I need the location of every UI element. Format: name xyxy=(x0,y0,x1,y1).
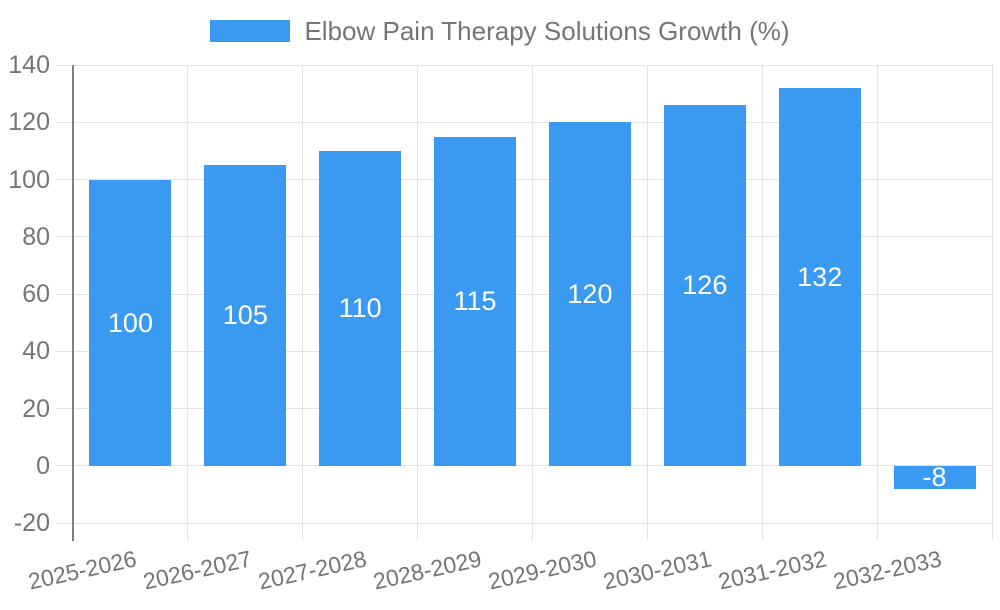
y-gridline xyxy=(56,179,992,180)
x-gridline xyxy=(187,65,189,540)
y-axis-tick-label: 120 xyxy=(8,108,50,137)
y-axis-tick-label: 0 xyxy=(36,451,50,480)
x-gridline xyxy=(761,65,763,540)
y-axis-tick-label: 80 xyxy=(22,222,50,251)
bar-value-label: 126 xyxy=(682,270,728,301)
bar xyxy=(319,150,402,466)
legend-label: Elbow Pain Therapy Solutions Growth (%) xyxy=(304,15,790,46)
bar xyxy=(434,136,517,466)
x-gridline xyxy=(417,65,419,540)
bar-value-label: 132 xyxy=(797,261,843,292)
y-gridline xyxy=(56,293,992,295)
y-gridline xyxy=(56,121,992,123)
bar-value-label: 115 xyxy=(453,286,497,317)
y-gridline xyxy=(56,465,992,467)
chart-legend: Elbow Pain Therapy Solutions Growth (%) xyxy=(0,15,1000,46)
y-gridline xyxy=(56,64,992,66)
y-axis-tick-label: 100 xyxy=(8,165,50,194)
x-gridline xyxy=(876,65,878,540)
plot-area: 100 105 110 115 120 126 132 -8 xyxy=(56,64,993,541)
bar xyxy=(548,122,631,466)
bar-value-label: 105 xyxy=(222,300,268,331)
bar xyxy=(204,165,287,466)
bar xyxy=(893,465,976,489)
x-gridline xyxy=(532,65,533,540)
x-gridline xyxy=(991,65,993,540)
bar xyxy=(778,87,861,466)
y-axis-tick-label: 40 xyxy=(22,337,50,366)
bar xyxy=(663,105,746,466)
legend-swatch xyxy=(210,20,291,42)
y-axis-tick-label: -20 xyxy=(13,509,50,537)
x-gridline xyxy=(646,65,648,540)
y-gridline xyxy=(56,522,992,524)
bar xyxy=(89,179,172,466)
bar-value-label: 110 xyxy=(338,293,382,324)
y-gridline xyxy=(56,408,992,409)
y-gridline xyxy=(56,350,992,352)
bar-value-label: -8 xyxy=(922,462,947,493)
bar-value-label: 100 xyxy=(107,307,153,338)
y-gridline xyxy=(56,236,992,238)
y-axis-line xyxy=(72,65,74,541)
y-axis-tick-label: 20 xyxy=(22,394,50,423)
y-axis-tick-label: 140 xyxy=(8,51,50,79)
y-axis-tick-label: 60 xyxy=(22,280,50,308)
x-gridline xyxy=(302,65,304,540)
bar-value-label: 120 xyxy=(567,279,613,309)
